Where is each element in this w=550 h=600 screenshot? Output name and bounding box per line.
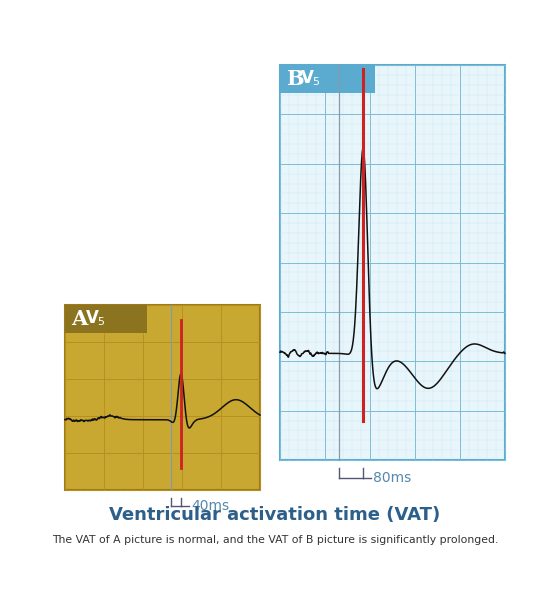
- Bar: [280, 65, 375, 93]
- Text: V: V: [301, 69, 314, 87]
- Text: Ventricular activation time (VAT): Ventricular activation time (VAT): [109, 506, 441, 524]
- Text: The VAT of A picture is normal, and the VAT of B picture is significantly prolon: The VAT of A picture is normal, and the …: [52, 535, 498, 545]
- Bar: [280, 65, 505, 460]
- Text: B: B: [286, 69, 304, 89]
- Text: A: A: [71, 309, 87, 329]
- Text: V: V: [86, 309, 99, 327]
- Bar: [65, 305, 147, 333]
- Bar: [65, 305, 260, 490]
- Text: 40ms: 40ms: [191, 499, 229, 513]
- Text: 80ms: 80ms: [373, 471, 411, 485]
- Text: 5: 5: [312, 77, 319, 87]
- Text: 5: 5: [97, 317, 104, 327]
